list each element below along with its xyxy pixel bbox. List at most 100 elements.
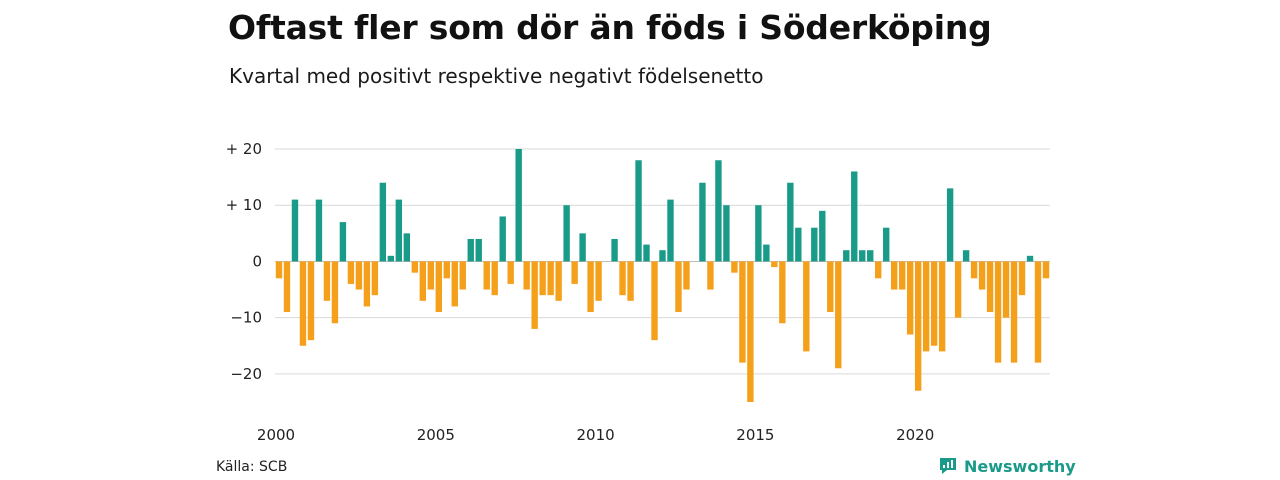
bar-positive <box>563 205 570 262</box>
bar-positive <box>659 250 666 262</box>
bar-negative <box>275 261 283 279</box>
bar-negative <box>427 261 434 290</box>
bar-positive <box>1026 255 1034 262</box>
bar-positive <box>867 250 874 262</box>
bar-positive <box>811 227 818 262</box>
y-tick-label: −10 <box>230 309 262 327</box>
bar-negative <box>547 261 554 296</box>
bar-positive <box>467 238 474 262</box>
x-tick-label: 2005 <box>417 426 455 444</box>
bar-positive <box>883 227 890 262</box>
bar-negative <box>906 261 914 335</box>
bar-positive <box>843 250 850 262</box>
bar-positive <box>819 210 826 262</box>
chart-title: Oftast fler som dör än föds i Söderköpin… <box>228 8 992 47</box>
bar-negative <box>355 261 363 290</box>
y-tick-label: 0 <box>252 252 262 270</box>
bar-negative <box>483 261 490 290</box>
bar-negative <box>707 261 714 290</box>
bar-negative <box>571 261 578 284</box>
bar-negative <box>803 261 810 352</box>
bar-negative <box>283 261 291 313</box>
bar-negative <box>1010 261 1018 363</box>
bar-positive <box>715 160 722 262</box>
bar-positive <box>763 244 770 262</box>
bar-negative <box>771 261 778 268</box>
bar-positive <box>795 227 802 262</box>
y-tick-label: + 20 <box>226 140 262 158</box>
bar-negative <box>323 261 331 301</box>
bar-positive <box>515 149 522 262</box>
bar-positive <box>315 199 323 262</box>
bar-negative <box>731 261 738 273</box>
bar-negative <box>954 261 962 318</box>
bar-negative <box>627 261 634 301</box>
bar-negative <box>978 261 986 290</box>
x-tick-label: 2020 <box>896 426 934 444</box>
bar-positive <box>787 182 794 262</box>
bar-positive <box>475 238 482 262</box>
bar-negative <box>459 261 466 290</box>
bar-negative <box>1042 261 1050 279</box>
y-tick-label: −20 <box>230 365 262 383</box>
bar-positive <box>962 250 970 262</box>
bar-negative <box>347 261 355 284</box>
bar-positive <box>291 199 299 262</box>
bar-negative <box>938 261 946 352</box>
bar-positive <box>395 199 403 262</box>
bar-negative <box>307 261 315 341</box>
bar-positive <box>643 244 650 262</box>
brand-logo: Newsworthy <box>938 456 1076 476</box>
bar-positive <box>859 250 866 262</box>
bar-negative <box>1018 261 1026 296</box>
bar-positive <box>339 222 347 262</box>
bar-negative <box>435 261 442 313</box>
bar-negative <box>507 261 514 284</box>
bar-negative <box>986 261 994 313</box>
bar-negative <box>930 261 938 346</box>
chart-subtitle: Kvartal med positivt respektive negativt… <box>229 64 764 88</box>
bar-positive <box>667 199 674 262</box>
bar-negative <box>371 261 379 296</box>
bar-negative <box>443 261 450 279</box>
bar-negative <box>898 261 906 290</box>
x-tick-label: 2000 <box>257 426 295 444</box>
bar-negative <box>1002 261 1010 318</box>
bar-negative <box>539 261 546 296</box>
bar-negative <box>1034 261 1042 363</box>
bar-negative <box>299 261 307 346</box>
x-tick-label: 2010 <box>576 426 614 444</box>
bar-negative <box>587 261 594 313</box>
bar-positive <box>611 238 618 262</box>
bar-positive <box>851 171 858 262</box>
bar-positive <box>699 182 706 262</box>
source-note: Källa: SCB <box>216 459 288 475</box>
bar-negative <box>970 261 978 279</box>
y-tick-label: + 10 <box>226 196 262 214</box>
bar-positive <box>387 255 395 262</box>
brand-name: Newsworthy <box>964 456 1076 476</box>
bar-negative <box>875 261 882 279</box>
bar-negative <box>651 261 658 341</box>
x-tick-label: 2015 <box>736 426 774 444</box>
bar-positive <box>723 205 730 262</box>
bar-negative <box>523 261 530 290</box>
bar-negative <box>747 261 754 402</box>
bar-negative <box>779 261 786 324</box>
bar-negative <box>994 261 1002 363</box>
bar-negative <box>363 261 371 307</box>
bar-negative <box>891 261 898 290</box>
bar-positive <box>379 182 387 262</box>
bar-negative <box>922 261 930 352</box>
bar-negative <box>914 261 922 391</box>
bar-negative <box>555 261 562 301</box>
bar-negative <box>531 261 538 329</box>
bar-positive <box>946 188 954 262</box>
bar-negative <box>451 261 458 307</box>
bar-negative <box>619 261 626 296</box>
bar-negative <box>739 261 746 363</box>
bar-negative <box>331 261 339 324</box>
bar-negative <box>675 261 682 313</box>
newsworthy-logo-icon <box>940 458 956 474</box>
bar-positive <box>403 233 411 262</box>
